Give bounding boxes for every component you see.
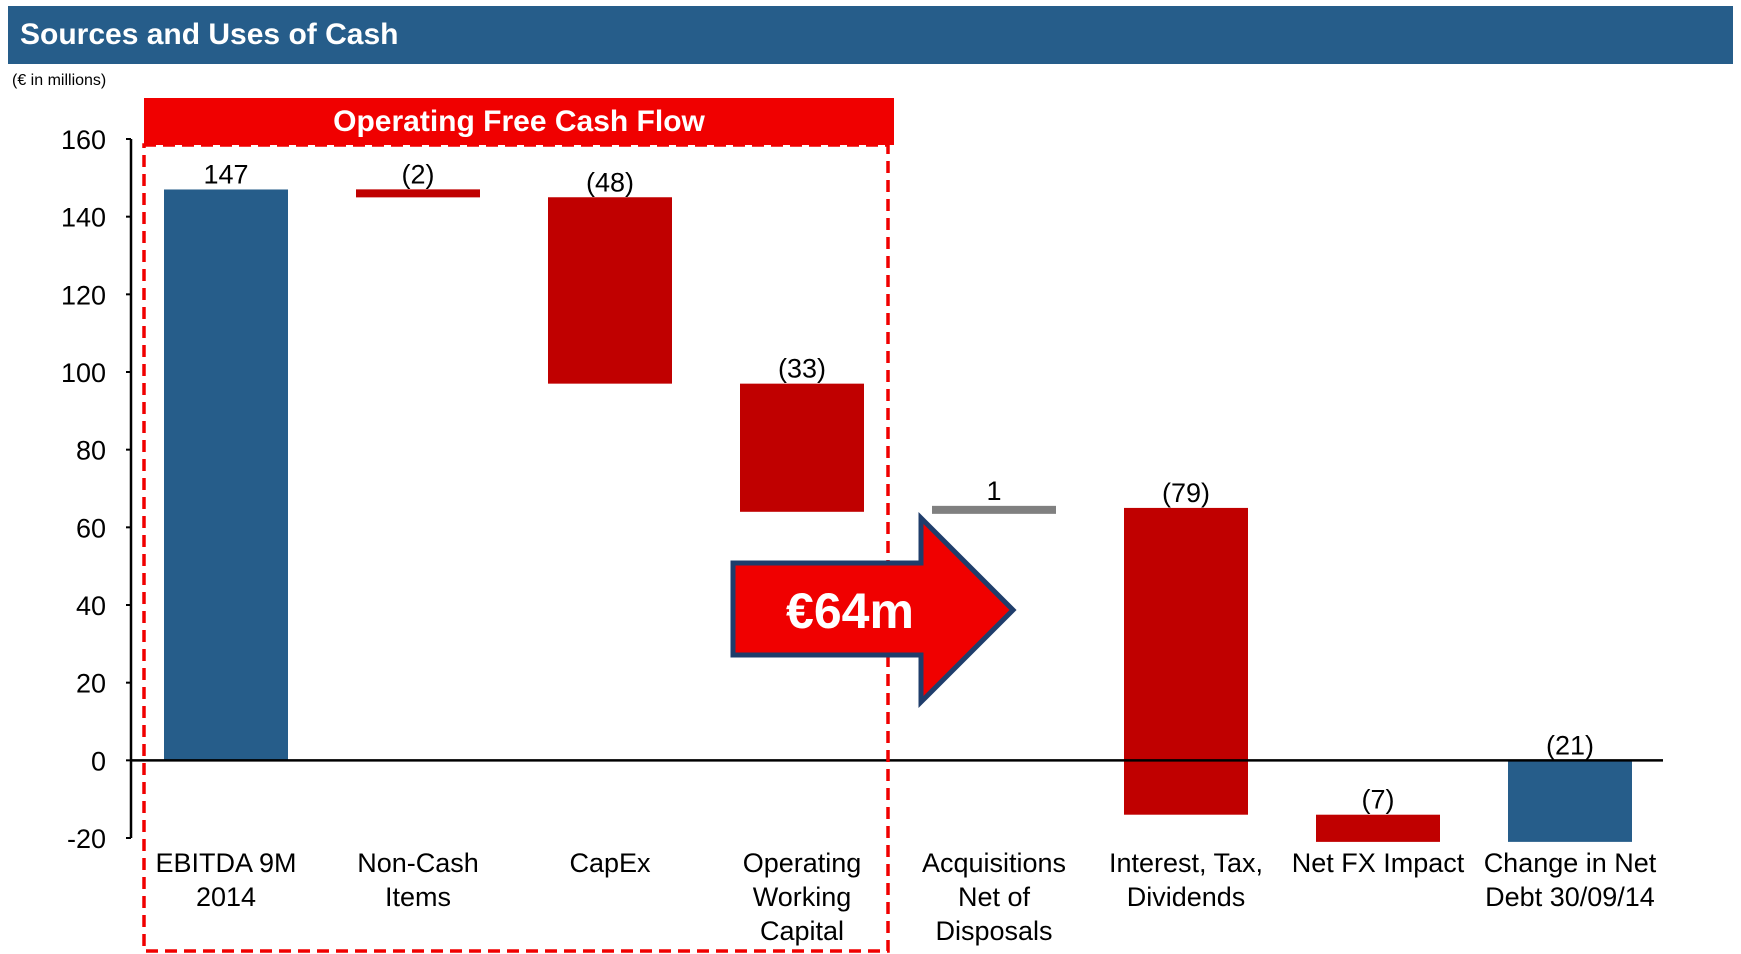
chart: -20 0 20 40 60 80 100 120 140 160 Operating Free … <box>0 0 1741 954</box>
bar <box>356 189 480 197</box>
y-tick-label: 100 <box>61 358 106 388</box>
value-label: (79) <box>1162 478 1210 508</box>
x-tick-label: Non-Cash Items <box>323 846 513 914</box>
y-tick-label: 0 <box>91 746 106 776</box>
x-tick-label: CapEx <box>515 846 705 880</box>
bar <box>1124 508 1248 815</box>
value-label: 147 <box>203 159 248 189</box>
x-tick-label: Operating Working Capital <box>707 846 897 948</box>
value-label: (48) <box>586 167 634 197</box>
bar <box>164 189 288 760</box>
page: {"chart_data": {"type": "waterfall", "ti… <box>0 0 1741 954</box>
y-tick-label: -20 <box>67 824 106 854</box>
bar <box>1316 815 1440 842</box>
x-tick-label: Net FX Impact <box>1283 846 1473 880</box>
x-tick-label: Interest, Tax, Dividends <box>1091 846 1281 914</box>
bar <box>548 197 672 383</box>
arrow-label: €64m <box>786 583 914 639</box>
group-title: Operating Free Cash Flow <box>333 105 705 138</box>
y-tick-label: 160 <box>61 125 106 155</box>
y-tick-label: 80 <box>76 436 106 466</box>
bar <box>932 506 1056 514</box>
bar <box>740 384 864 512</box>
value-label: (33) <box>778 354 826 384</box>
x-tick-label: Change in Net Debt 30/09/14 <box>1475 846 1665 914</box>
value-label: 1 <box>986 476 1001 506</box>
y-tick-label: 20 <box>76 669 106 699</box>
value-label: (7) <box>1362 785 1395 815</box>
y-tick-label: 40 <box>76 591 106 621</box>
y-tick-label: 60 <box>76 513 106 543</box>
y-tick-label: 140 <box>61 203 106 233</box>
value-label: (2) <box>402 159 435 189</box>
x-tick-label: Acquisitions Net of Disposals <box>899 846 1089 948</box>
value-label: (21) <box>1546 730 1594 760</box>
bar <box>1508 760 1632 842</box>
x-tick-label: EBITDA 9M 2014 <box>131 846 321 914</box>
y-tick-label: 120 <box>61 280 106 310</box>
